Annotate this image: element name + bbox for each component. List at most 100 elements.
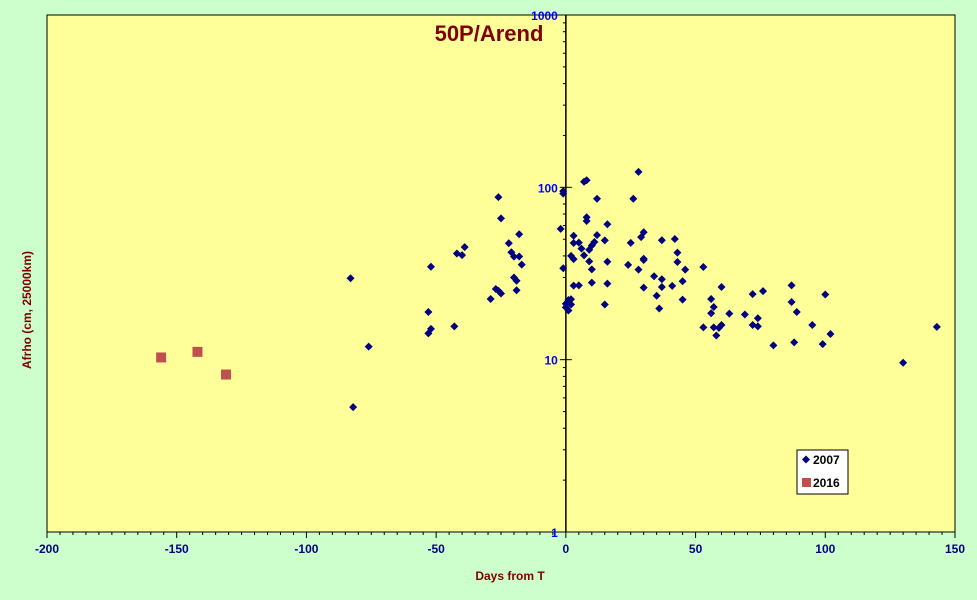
data-point-2007 <box>657 283 666 292</box>
data-point-2007 <box>582 213 591 222</box>
data-point-2007 <box>494 193 503 202</box>
data-point-2007 <box>504 239 513 248</box>
data-point-2007 <box>673 257 682 266</box>
data-point-2007 <box>826 329 835 338</box>
legend-marker-2016 <box>802 478 811 487</box>
data-point-2007 <box>699 323 708 332</box>
data-point-2007 <box>629 194 638 203</box>
legend-label-2016: 2016 <box>813 476 840 490</box>
data-point-2007 <box>592 194 601 203</box>
minor-ticks <box>59 22 943 535</box>
data-point-2007 <box>681 265 690 274</box>
x-axis: -200 -150 -100 -50 0 50 100 150 <box>35 532 965 556</box>
y-axis: 1 10 100 1000 <box>531 9 572 540</box>
data-point-2007 <box>346 274 355 283</box>
data-point-2007 <box>517 260 526 269</box>
data-point-2007 <box>574 281 583 290</box>
data-point-2007 <box>603 220 612 229</box>
data-point-2007 <box>678 295 687 304</box>
data-point-2007 <box>564 306 573 315</box>
x-tick-label: -50 <box>427 542 445 556</box>
y-tick-label: 1000 <box>531 9 558 23</box>
data-point-2007 <box>707 309 716 318</box>
data-point-2007 <box>585 257 594 266</box>
data-point-2007 <box>497 289 505 298</box>
x-tick-label: -200 <box>35 542 59 556</box>
data-point-2007 <box>600 300 609 309</box>
y-tick-label: 10 <box>544 354 558 368</box>
data-point-2007 <box>364 342 373 351</box>
x-tick-label: -150 <box>165 542 189 556</box>
data-point-2007 <box>512 286 521 295</box>
data-point-2007 <box>567 300 576 309</box>
data-point-2007 <box>740 310 749 319</box>
x-tick-label: -100 <box>294 542 318 556</box>
data-point-2007 <box>655 304 664 313</box>
data-point-2007 <box>587 265 596 274</box>
data-point-2007 <box>790 338 799 347</box>
data-point-2007 <box>821 290 830 299</box>
data-point-2007 <box>580 251 589 260</box>
data-point-2007 <box>634 265 643 274</box>
data-point-2007 <box>657 236 666 245</box>
data-point-2007 <box>673 248 682 257</box>
data-point-2007 <box>808 320 817 329</box>
data-point-2007 <box>932 322 941 331</box>
data-point-2007 <box>709 323 718 332</box>
data-point-2007 <box>709 303 718 312</box>
data-point-2007 <box>717 320 726 329</box>
data-point-2007 <box>899 358 908 367</box>
x-tick-label: 100 <box>815 542 835 556</box>
data-point-2007 <box>424 308 433 317</box>
data-point-2007 <box>603 257 612 266</box>
data-point-2007 <box>587 278 596 287</box>
data-point-2007 <box>569 281 578 290</box>
chart-title: 50P/Arend <box>435 21 544 46</box>
data-point-2007 <box>486 294 495 303</box>
data-point-2007 <box>509 252 518 261</box>
data-point-2007 <box>592 231 601 240</box>
y-axis-title: Afrho (cm, 25000km) <box>20 251 34 369</box>
data-point-2007 <box>652 291 661 300</box>
y-tick-label: 100 <box>538 181 558 195</box>
data-point-2007 <box>748 290 757 299</box>
data-point-2016 <box>192 346 203 357</box>
data-point-2007 <box>678 277 687 286</box>
data-point-2007 <box>556 224 565 233</box>
data-point-2007 <box>349 403 358 412</box>
data-point-2007 <box>458 251 467 260</box>
y-tick-label: 1 <box>551 526 558 540</box>
data-point-2007 <box>717 283 726 292</box>
data-point-2007 <box>707 294 716 303</box>
data-point-2007 <box>725 309 734 318</box>
data-point-2007 <box>426 324 435 333</box>
data-point-2007 <box>818 340 827 349</box>
data-point-2007 <box>426 262 435 271</box>
data-point-2016 <box>221 369 232 380</box>
data-point-2007 <box>515 252 524 261</box>
data-point-2007 <box>668 281 677 290</box>
data-point-2016 <box>156 352 167 363</box>
data-point-2007 <box>574 238 583 247</box>
data-point-2007 <box>753 322 762 331</box>
x-tick-label: 150 <box>945 542 965 556</box>
data-point-2007 <box>639 283 648 292</box>
x-tick-label: 50 <box>689 542 703 556</box>
legend-label-2007: 2007 <box>813 453 840 467</box>
data-point-2007 <box>450 322 459 331</box>
data-point-2007 <box>624 260 633 269</box>
data-point-2007 <box>639 254 648 263</box>
data-point-2007 <box>769 341 778 350</box>
data-point-2007 <box>650 272 659 281</box>
data-point-2007 <box>569 231 578 240</box>
data-points <box>156 167 941 412</box>
data-point-2007 <box>460 243 469 252</box>
data-point-2007 <box>590 237 599 246</box>
data-point-2007 <box>639 228 648 237</box>
legend-marker-2007 <box>802 455 810 464</box>
data-point-2007 <box>634 167 643 176</box>
data-point-2007 <box>515 230 524 239</box>
x-axis-title: Days from T <box>475 569 545 583</box>
data-point-2007 <box>569 239 578 248</box>
